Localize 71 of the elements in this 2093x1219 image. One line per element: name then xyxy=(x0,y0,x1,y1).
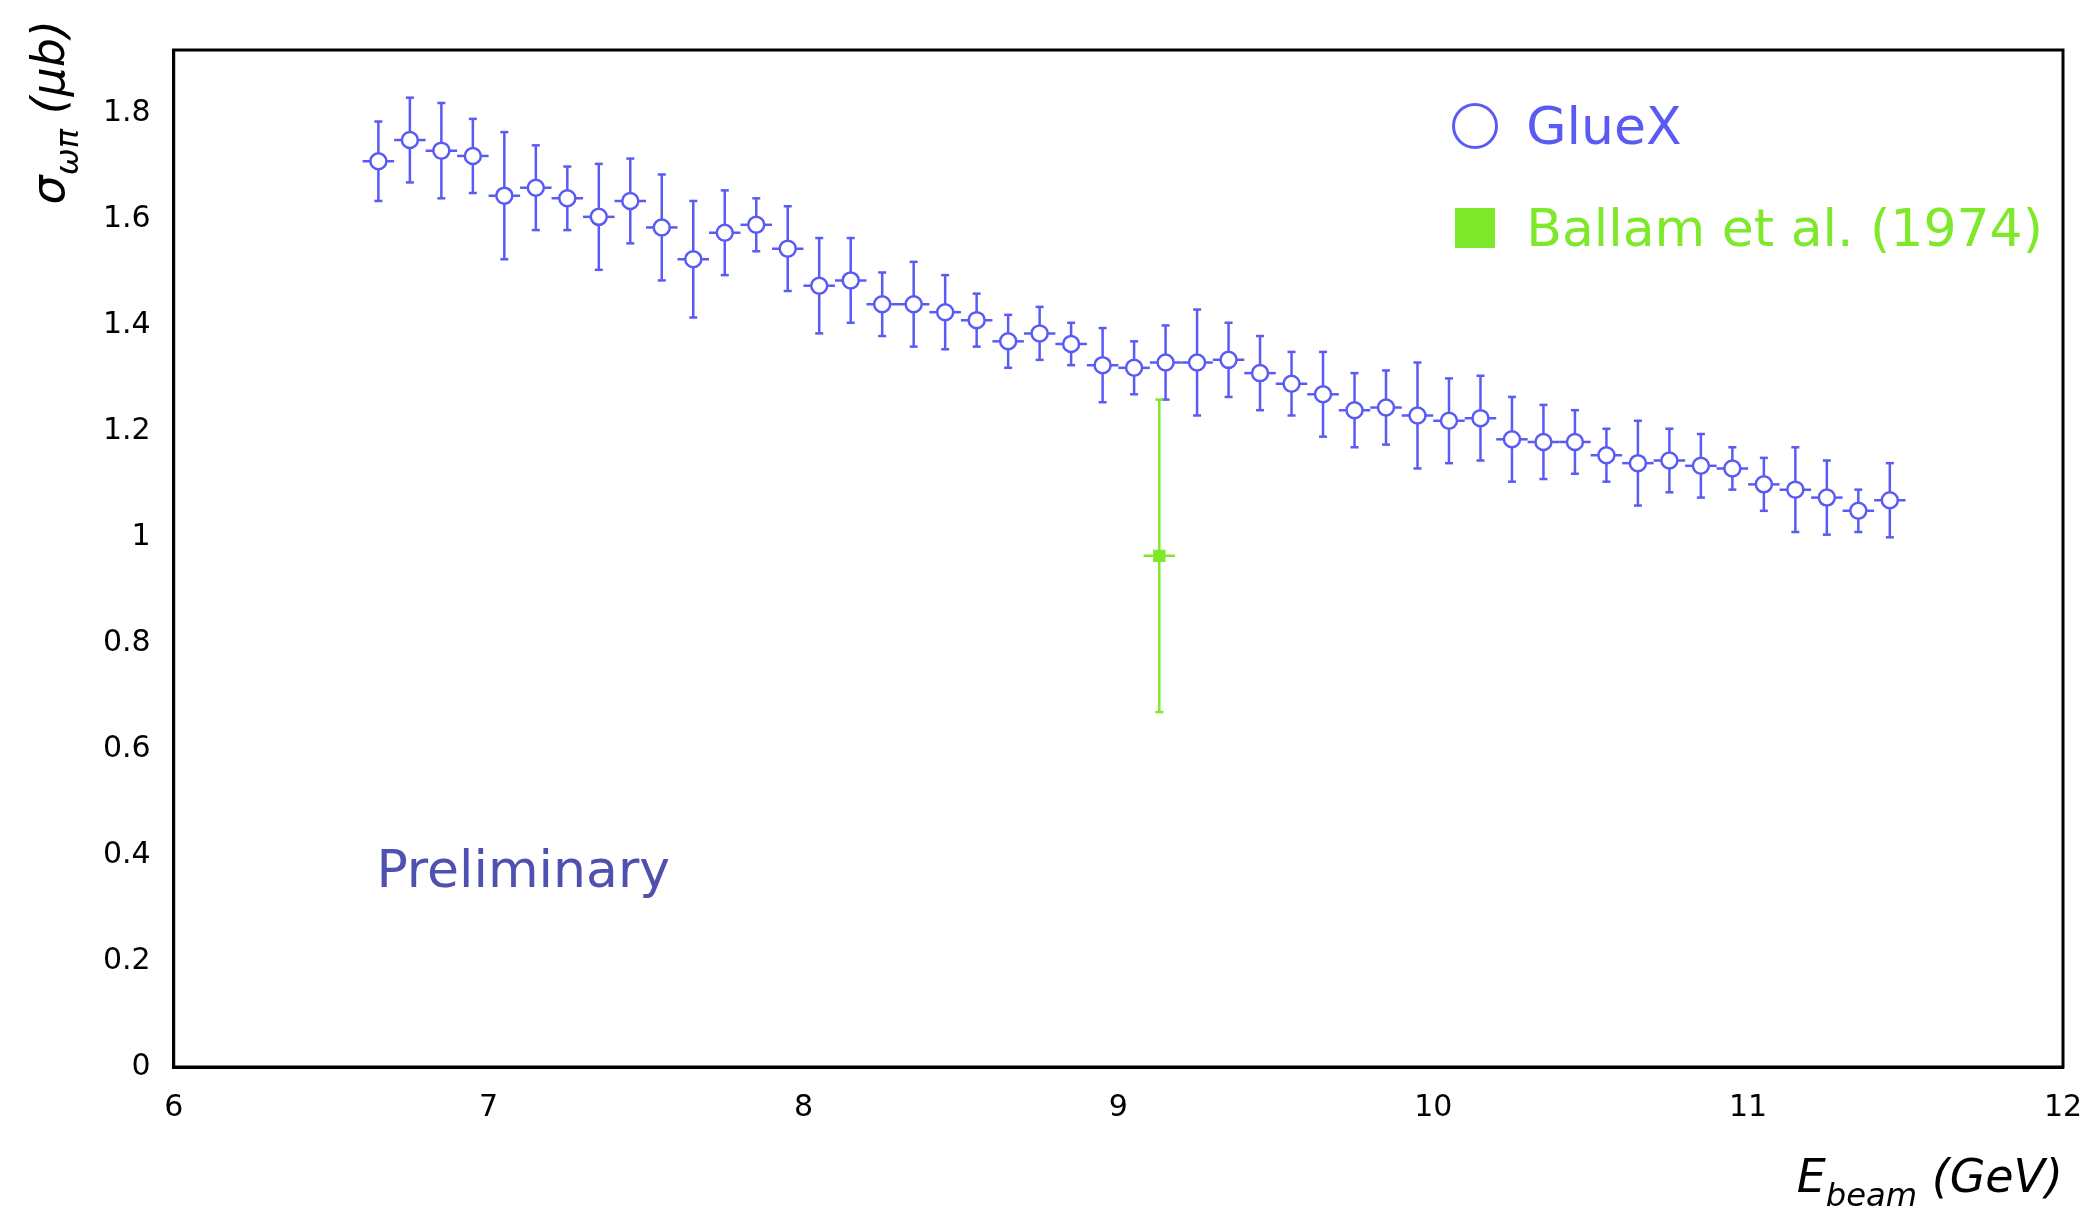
point xyxy=(1849,501,1868,521)
point xyxy=(558,189,577,208)
point xyxy=(652,218,672,237)
legend-label: GlueX xyxy=(1526,96,1682,156)
point xyxy=(1408,406,1427,425)
y-tick-label: 0 xyxy=(131,1046,151,1082)
point xyxy=(1250,363,1270,383)
point xyxy=(684,249,703,269)
point xyxy=(1030,324,1049,343)
annotation: Preliminary xyxy=(376,839,671,900)
point xyxy=(1471,408,1490,428)
point xyxy=(400,130,420,150)
point xyxy=(1153,549,1166,563)
x-tick-label: 9 xyxy=(1108,1087,1128,1123)
point xyxy=(369,151,388,171)
y-tick-label: 1 xyxy=(131,517,151,553)
point xyxy=(1187,353,1207,372)
y-tick-label: 0.8 xyxy=(102,623,151,659)
point xyxy=(809,276,829,295)
point xyxy=(1124,358,1144,378)
point xyxy=(463,146,483,166)
point xyxy=(495,186,514,205)
point xyxy=(1817,488,1837,507)
point xyxy=(1880,490,1900,510)
x-tick-label: 11 xyxy=(1729,1087,1768,1123)
point xyxy=(1376,398,1396,417)
point xyxy=(1660,451,1679,470)
point xyxy=(872,295,892,314)
point xyxy=(1313,385,1333,404)
point xyxy=(841,271,860,290)
point xyxy=(1282,374,1301,393)
point xyxy=(1597,445,1616,465)
point xyxy=(746,215,766,235)
legend-label: Ballam et al. (1974) xyxy=(1526,198,2043,258)
x-tick-label: 12 xyxy=(2043,1087,2083,1123)
x-tick-label: 7 xyxy=(479,1087,499,1123)
point xyxy=(432,141,451,160)
y-tick-label: 0.2 xyxy=(102,940,151,976)
point xyxy=(1691,456,1711,476)
point xyxy=(1565,432,1585,452)
y-tick-label: 1.8 xyxy=(102,93,151,129)
y-tick-label: 0.4 xyxy=(102,834,151,870)
point xyxy=(1723,459,1742,478)
point xyxy=(715,223,734,242)
point xyxy=(1093,355,1112,375)
point xyxy=(526,178,546,197)
point xyxy=(967,310,986,330)
point xyxy=(589,207,609,227)
point xyxy=(778,239,797,258)
point xyxy=(904,295,923,314)
point xyxy=(1786,480,1805,499)
point xyxy=(621,191,640,211)
point xyxy=(998,332,1018,351)
point xyxy=(1439,411,1459,431)
point xyxy=(935,302,955,322)
point xyxy=(1219,350,1238,370)
y-tick-label: 1.4 xyxy=(102,305,151,341)
point xyxy=(1061,334,1081,354)
point xyxy=(1502,430,1522,449)
y-tick-label: 1.2 xyxy=(102,411,151,447)
x-tick-label: 10 xyxy=(1414,1087,1453,1123)
point xyxy=(1156,353,1175,372)
point xyxy=(1345,400,1364,420)
point xyxy=(1534,432,1553,452)
y-axis-title: σωπ (μb) xyxy=(20,20,86,205)
y-tick-label: 0.6 xyxy=(102,728,151,764)
y-tick-label: 1.6 xyxy=(102,199,151,235)
point xyxy=(1628,453,1648,473)
point xyxy=(1754,475,1774,494)
x-tick-label: 8 xyxy=(793,1087,814,1123)
x-tick-label: 6 xyxy=(164,1087,184,1123)
